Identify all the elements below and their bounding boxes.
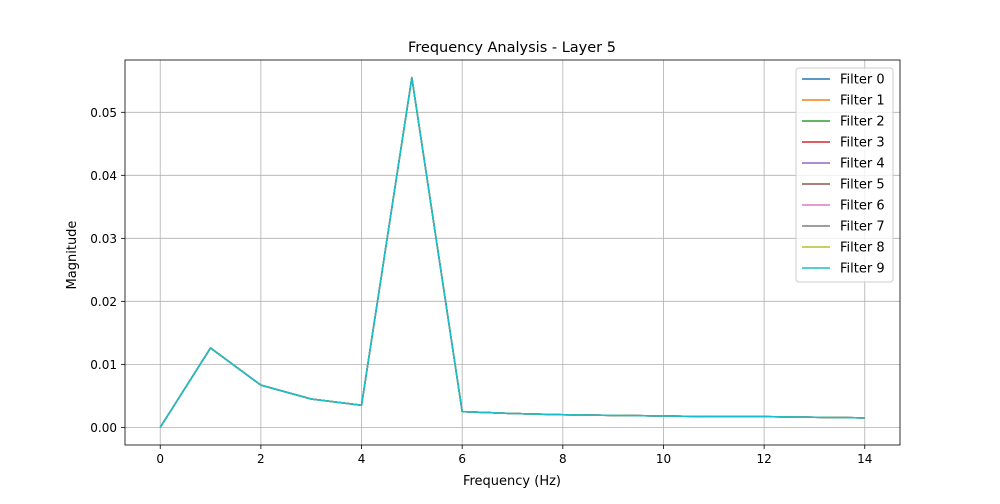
legend-label-filter-8: Filter 8 xyxy=(840,241,885,256)
y-tick-label: 0.04 xyxy=(90,169,117,183)
y-tick-label: 0.03 xyxy=(90,232,117,246)
legend-label-filter-2: Filter 2 xyxy=(840,115,885,130)
legend-label-filter-9: Filter 9 xyxy=(840,262,885,277)
x-axis-ticks: 0 2 4 6 8 10 12 14 xyxy=(156,445,872,466)
x-tick-label: 10 xyxy=(656,452,671,466)
legend-label-filter-6: Filter 6 xyxy=(840,199,885,214)
legend-label-filter-7: Filter 7 xyxy=(840,220,885,235)
legend-label-filter-4: Filter 4 xyxy=(840,157,885,172)
x-tick-label: 0 xyxy=(156,452,164,466)
y-tick-label: 0.05 xyxy=(90,106,117,120)
y-axis-label: Magnitude xyxy=(65,221,80,290)
legend-label-filter-3: Filter 3 xyxy=(840,136,885,151)
y-tick-label: 0.02 xyxy=(90,295,117,309)
axes xyxy=(124,59,901,446)
chart-title: Frequency Analysis - Layer 5 xyxy=(408,40,616,56)
x-tick-label: 8 xyxy=(559,452,567,466)
series-lines xyxy=(159,76,865,428)
x-tick-label: 12 xyxy=(756,452,771,466)
y-tick-label: 0.00 xyxy=(90,421,117,435)
y-axis-ticks: 0.00 0.01 0.02 0.03 0.04 0.05 xyxy=(90,106,125,435)
x-tick-label: 14 xyxy=(857,452,872,466)
legend-label-filter-1: Filter 1 xyxy=(840,94,885,109)
legend: Filter 0 Filter 1 Filter 2 Filter 3 Filter 4… xyxy=(795,67,894,283)
plot-frame xyxy=(124,59,901,446)
legend-label-filter-0: Filter 0 xyxy=(840,73,885,88)
x-axis-label: Frequency (Hz) xyxy=(463,474,561,489)
x-tick-label: 4 xyxy=(358,452,366,466)
series-line-filter-9 xyxy=(159,76,865,428)
legend-label-filter-5: Filter 5 xyxy=(840,178,885,193)
y-tick-label: 0.01 xyxy=(90,358,117,372)
x-tick-label: 6 xyxy=(458,452,466,466)
x-tick-label: 2 xyxy=(257,452,265,466)
